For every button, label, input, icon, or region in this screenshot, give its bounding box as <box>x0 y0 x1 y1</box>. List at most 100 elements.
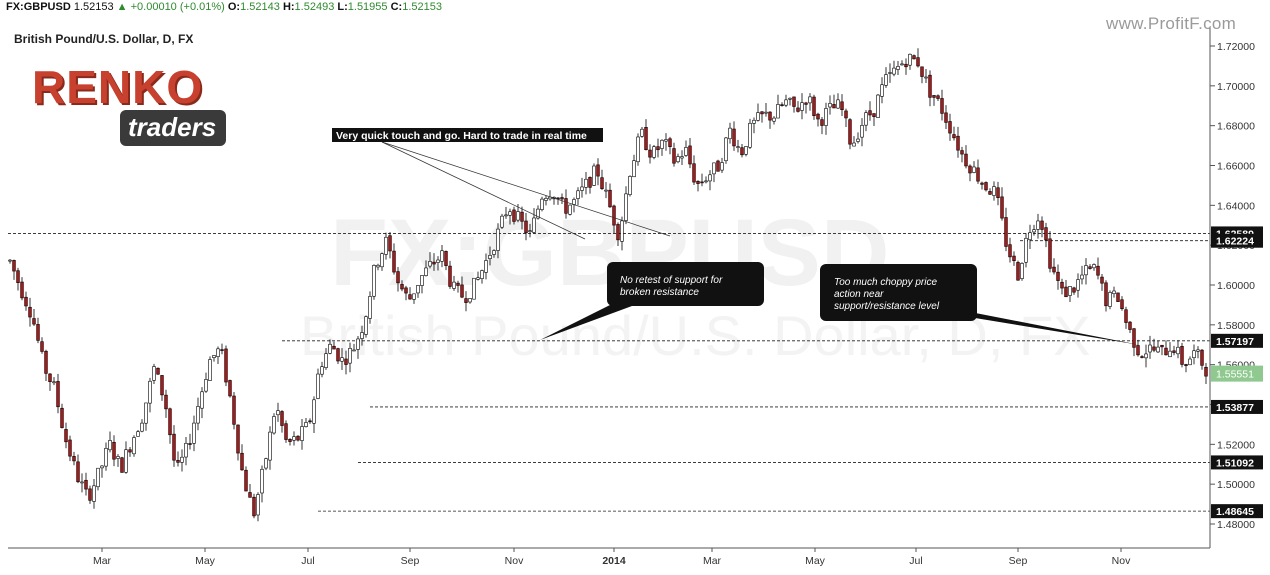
chart-title: British Pound/U.S. Dollar, D, FX <box>14 32 194 46</box>
candle-body <box>484 260 488 273</box>
annotation-quick-touch-text: Very quick touch and go. Hard to trade i… <box>336 130 587 142</box>
ticker-last: 1.52153 <box>73 1 114 13</box>
candle-body <box>16 270 20 283</box>
candle-body <box>280 411 284 426</box>
candle-body <box>504 214 508 217</box>
candle-body <box>164 394 168 410</box>
candle-body <box>500 215 504 228</box>
candle-body <box>268 431 272 461</box>
candle-body <box>196 406 200 424</box>
candle-body <box>1204 366 1208 377</box>
candle-body <box>860 125 864 138</box>
candle-body <box>24 296 28 307</box>
level-price-text: 1.48645 <box>1216 506 1254 518</box>
level-price-text: 1.53877 <box>1216 402 1254 414</box>
level-price-text: 1.57197 <box>1216 336 1254 348</box>
candle-body <box>1068 286 1072 296</box>
candle-body <box>556 197 560 200</box>
candle-body <box>132 437 136 455</box>
candle-body <box>828 103 832 108</box>
candle-body <box>640 128 644 137</box>
candle-body <box>184 442 188 458</box>
candle-body <box>312 399 316 424</box>
candle-body <box>1116 292 1120 302</box>
candle-body <box>984 182 988 191</box>
candle-body <box>964 153 968 167</box>
candle-body <box>272 416 276 434</box>
y-tick-label: 1.64000 <box>1217 200 1255 212</box>
candle-body <box>1004 217 1008 247</box>
candle-body <box>1100 276 1104 284</box>
low-label: L: <box>337 1 348 13</box>
candle-body <box>80 481 84 484</box>
candle-body <box>764 111 768 114</box>
candle-body <box>584 178 588 188</box>
candle-body <box>32 318 36 325</box>
candle-body <box>76 461 80 483</box>
candle-body <box>440 250 444 262</box>
candle-body <box>488 255 492 259</box>
candle-body <box>224 348 228 383</box>
candle-body <box>332 345 336 350</box>
candle-body <box>608 189 612 208</box>
candle-body <box>88 488 92 501</box>
candle-body <box>876 94 880 118</box>
candle-body <box>572 199 576 205</box>
annotation-choppy-line: Too much choppy price <box>834 277 937 288</box>
candle-body <box>492 250 496 255</box>
candle-body <box>304 422 308 427</box>
x-tick-label: Sep <box>401 555 420 567</box>
level-price-label: 1.62224 <box>1211 233 1263 248</box>
candle-body <box>1148 344 1152 353</box>
candle-body <box>960 150 964 155</box>
candle-body <box>616 224 620 241</box>
candle-body <box>592 165 596 186</box>
candle-body <box>724 137 728 162</box>
candle-body <box>948 121 952 134</box>
candle-body <box>1200 349 1204 366</box>
candle-body <box>904 63 908 68</box>
candle-body <box>444 251 448 266</box>
candle-body <box>148 380 152 404</box>
candle-body <box>200 391 204 409</box>
candle-body <box>520 211 524 222</box>
candle-body <box>900 63 904 66</box>
candle-body <box>436 259 440 263</box>
candle-body <box>64 429 68 443</box>
candle-body <box>952 134 956 139</box>
candle-body <box>1104 282 1108 307</box>
candle-body <box>528 230 532 232</box>
candle-body <box>580 186 584 191</box>
candle-body <box>388 235 392 252</box>
candle-body <box>36 324 40 341</box>
candle-body <box>748 122 752 148</box>
site-watermark: www.ProfitF.com <box>1106 14 1237 33</box>
candle-body <box>448 265 452 287</box>
last-price-label: 1.55551 <box>1211 365 1263 382</box>
y-tick-label: 1.72000 <box>1217 41 1255 53</box>
candle-body <box>652 146 656 158</box>
candle-body <box>360 332 364 339</box>
candle-body <box>968 165 972 174</box>
candle-body <box>92 485 96 502</box>
candle-body <box>480 270 484 280</box>
annotation-choppy-line: support/resistance level <box>834 301 940 312</box>
level-price-text: 1.62224 <box>1216 236 1254 248</box>
y-tick-label: 1.68000 <box>1217 121 1255 133</box>
candle-body <box>840 101 844 111</box>
candle-body <box>912 55 916 60</box>
candle-body <box>176 460 180 463</box>
candle-body <box>1064 286 1068 298</box>
candle-body <box>276 410 280 416</box>
candle-body <box>168 408 172 436</box>
candle-body <box>40 341 44 352</box>
x-tick-label: Jul <box>909 555 922 567</box>
open-value: 1.52143 <box>240 1 280 13</box>
candle-body <box>180 456 184 463</box>
candle-body <box>1108 292 1112 307</box>
candle-body <box>328 343 332 354</box>
candle-body <box>288 439 292 442</box>
candle-body <box>204 379 208 392</box>
candle-body <box>936 95 940 99</box>
